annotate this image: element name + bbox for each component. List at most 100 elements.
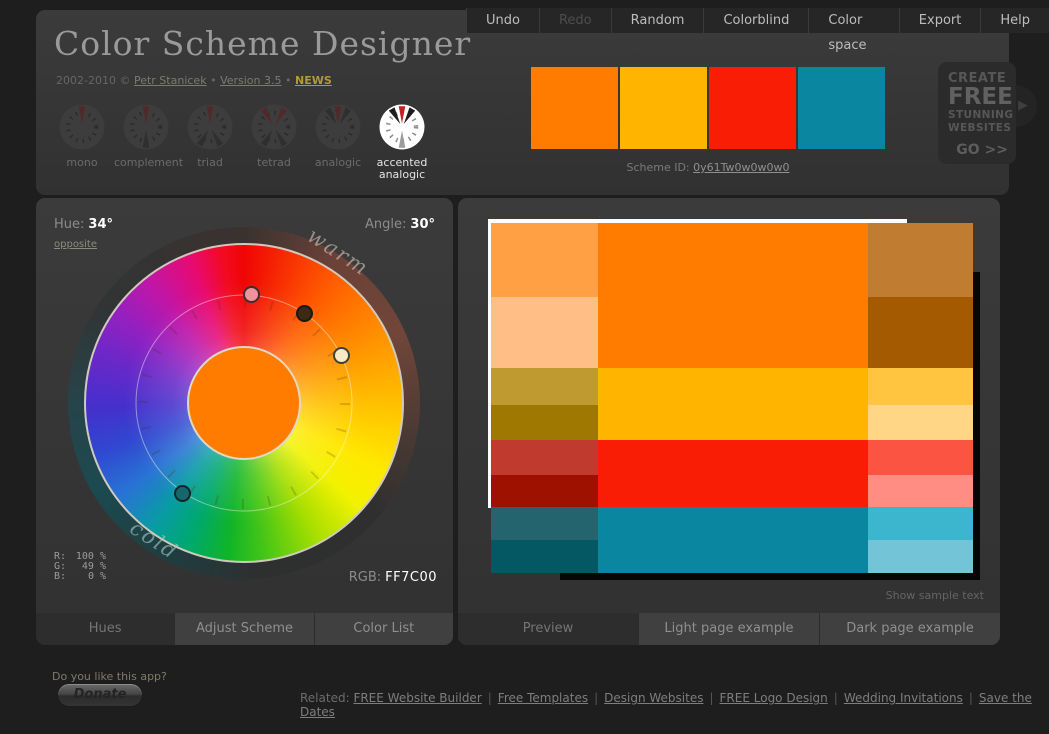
preview-tabbar: Preview Light page example Dark page examp… [458,613,1000,645]
related-link-free-templates[interactable]: Free Templates [497,691,589,705]
wheel-marker-primary-hue[interactable] [296,305,313,322]
mode-label-tetrad: tetrad [257,156,291,169]
related-label: Related: [300,691,354,705]
tetrad-dial-icon [251,104,297,150]
preview-cell-primary-orange-left-0 [491,223,598,297]
preview-cell-primary-orange-right-1 [868,297,973,368]
tab-preview[interactable]: Preview [458,613,638,645]
mode-mono[interactable]: mono [50,104,114,181]
related-links: Related: FREE Website Builder | Free Templ… [300,691,1049,719]
app-title: Color Scheme Designer [54,24,472,63]
wheel-panel: Hue: 34° Angle: 30° opposite warm cold R: 1… [36,198,453,645]
mono-dial-icon [59,104,105,150]
top-menu: Undo Redo Random Colorblind Color space Expor… [466,8,1049,53]
app-subtitle: 2002-2010 © Petr Stanicek • Version 3.5 … [56,74,332,87]
menu-item-color-space[interactable]: Color space [808,8,898,53]
accented-dial-icon [379,104,425,150]
rgb-hex-readout: RGB: FF7C00 [348,570,437,585]
preview-cell-primary-orange-left-1 [491,297,598,368]
primary-color-disc [187,346,301,460]
tab-dark-page-example[interactable]: Dark page example [819,613,1000,645]
footer-question: Do you like this app? [52,670,167,683]
scheme-swatch-4 [798,67,885,149]
rgb-row: G: 49 % [54,561,106,572]
wheel-tabbar: Hues Adjust Scheme Color List [36,613,453,645]
preview-cell-secondary-red-right-1 [868,475,973,507]
preview-cell-complement-teal-main [598,507,868,573]
preview-cell-secondary-yellow-right-1 [868,405,973,440]
triad-dial-icon [187,104,233,150]
scheme-id-label: Scheme ID: [626,161,690,174]
related-link-free-logo-design[interactable]: FREE Logo Design [719,691,828,705]
scheme-swatch-3 [709,67,796,149]
separator-dot: • [285,74,292,87]
preview-cell-secondary-red-left-1 [491,475,598,507]
tab-adjust-scheme[interactable]: Adjust Scheme [174,613,314,645]
related-link-design-websites[interactable]: Design Websites [604,691,704,705]
scheme-id-link[interactable]: 0y61Tw0w0w0w0 [693,161,790,174]
author-link[interactable]: Petr Stanicek [133,74,207,87]
preview-cell-primary-orange-right-0 [868,223,973,297]
ad-go-link[interactable]: GO >> [956,142,1008,158]
header-panel: Color Scheme Designer 2002-2010 © Petr S… [36,10,1009,195]
mode-tetrad[interactable]: tetrad [242,104,306,181]
preview-cell-secondary-yellow-left-0 [491,368,598,405]
ad-line1: CREATE [948,71,1007,86]
mode-label-triad: triad [197,156,223,169]
preview-cell-complement-teal-right-1 [868,540,973,573]
preview-cell-secondary-yellow-main [598,368,868,440]
scheme-swatch-1 [531,67,618,149]
ad-line2: FREE [948,84,1013,110]
tab-light-page-example[interactable]: Light page example [638,613,819,645]
menu-item-random[interactable]: Random [610,8,704,33]
preview-cell-complement-teal-right-0 [868,507,973,540]
news-link[interactable]: NEWS [295,74,332,87]
tab-hues[interactable]: Hues [36,613,175,645]
wheel-marker-hue-plus-30[interactable] [333,347,350,364]
hue-value: 34° [88,217,113,232]
menu-item-redo: Redo [538,8,611,33]
ad-line4: WEBSITES [948,122,1012,134]
scheme-mode-selector: mono complement triad tetrad analogic accente… [50,104,434,181]
mode-analogic[interactable]: analogic [306,104,370,181]
opposite-link[interactable]: opposite [54,239,97,250]
wheel-marker-hue-minus-30[interactable] [243,286,260,303]
related-link-save-the-dates[interactable]: Save the Dates [300,691,1032,719]
menu-item-undo[interactable]: Undo [466,8,539,33]
preview-cell-secondary-red-right-0 [868,440,973,475]
donate-button[interactable]: Donate [57,683,143,707]
preview-cell-complement-teal-left-1 [491,540,598,573]
mode-accented[interactable]: accented analogic [370,104,434,181]
menu-item-colorblind[interactable]: Colorblind [703,8,808,33]
related-link-wedding-invitations[interactable]: Wedding Invitations [843,691,963,705]
mode-label-analogic: analogic [314,156,362,169]
related-link-free-website-builder[interactable]: FREE Website Builder [353,691,482,705]
related-separator: | [594,691,599,705]
mode-triad[interactable]: triad [178,104,242,181]
scheme-id-row: Scheme ID: 0y61Tw0w0w0w0 [531,161,885,174]
related-separator: | [968,691,973,705]
ad-banner[interactable]: CREATE FREE STUNNING WEBSITES GO >> [938,62,1016,164]
related-separator: | [709,691,714,705]
separator-dot: • [210,74,217,87]
preview-cell-complement-teal-left-0 [491,507,598,540]
menu-item-help[interactable]: Help [980,8,1049,33]
angle-readout: Angle: 30° [365,217,435,232]
preview-cell-secondary-yellow-right-0 [868,368,973,405]
related-separator: | [833,691,838,705]
preview-cell-secondary-red-left-0 [491,440,598,475]
menu-item-export[interactable]: Export [898,8,981,33]
angle-value: 30° [410,217,435,232]
mode-label-mono: mono [66,156,98,169]
related-separator: | [487,691,492,705]
show-sample-text-link[interactable]: Show sample text [885,589,984,602]
tab-color-list[interactable]: Color List [313,613,453,645]
copyright-text: 2002-2010 © [56,74,131,87]
mode-label-accented: accented analogic [376,156,428,181]
scheme-swatches [531,67,885,149]
wheel-marker-complement-hue[interactable] [174,485,191,502]
mode-complement[interactable]: complement [114,104,183,181]
rgb-percent-readout: R: 100 % G: 49 % B: 0 % [54,552,106,582]
version-link[interactable]: Version 3.5 [220,74,282,87]
